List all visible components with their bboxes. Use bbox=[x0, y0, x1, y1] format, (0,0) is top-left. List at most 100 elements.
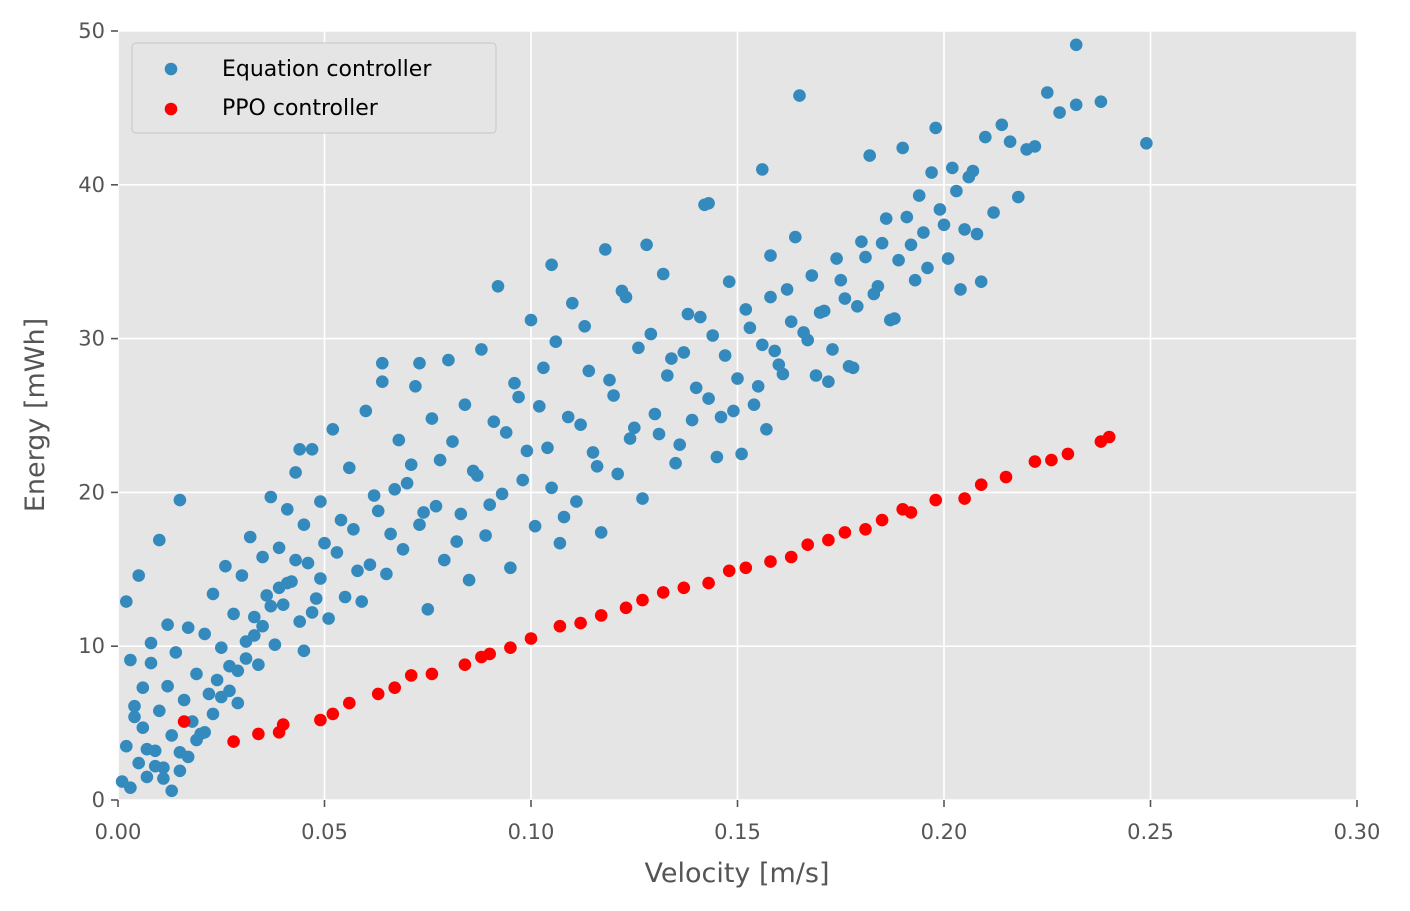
equation-controller-point bbox=[314, 572, 327, 585]
equation-controller-point bbox=[722, 275, 736, 289]
ppo-controller-point bbox=[958, 492, 971, 505]
equation-controller-point bbox=[289, 553, 302, 567]
equation-controller-point bbox=[896, 141, 909, 155]
equation-controller-point bbox=[136, 721, 150, 734]
equation-controller-point bbox=[297, 644, 311, 658]
equation-controller-point bbox=[694, 310, 707, 324]
equation-controller-point bbox=[136, 681, 150, 694]
equation-controller-point bbox=[714, 410, 728, 424]
equation-controller-point bbox=[153, 533, 166, 547]
equation-controller-point bbox=[570, 495, 583, 508]
equation-controller-point bbox=[355, 595, 369, 608]
equation-controller-point bbox=[305, 606, 319, 619]
equation-controller-point bbox=[314, 495, 327, 508]
equation-controller-point bbox=[941, 252, 955, 265]
equation-controller-point bbox=[404, 458, 418, 472]
ppo-controller-point bbox=[929, 493, 942, 507]
equation-controller-point bbox=[636, 492, 649, 505]
equation-controller-point bbox=[987, 206, 1000, 219]
equation-controller-point bbox=[768, 344, 781, 358]
equation-controller-point bbox=[264, 599, 278, 613]
equation-controller-point bbox=[231, 696, 245, 710]
equation-controller-point bbox=[727, 404, 740, 418]
equation-controller-point bbox=[421, 603, 435, 616]
ppo-controller-point bbox=[1102, 430, 1116, 444]
equation-controller-point bbox=[661, 369, 674, 382]
equation-controller-point bbox=[124, 653, 137, 667]
ppo-controller-point bbox=[677, 581, 691, 595]
ppo-controller-point bbox=[227, 735, 240, 748]
equation-controller-point bbox=[900, 210, 914, 224]
equation-controller-point bbox=[995, 118, 1009, 132]
equation-controller-point bbox=[442, 353, 455, 367]
equation-controller-point bbox=[966, 164, 980, 178]
equation-controller-point bbox=[181, 621, 195, 634]
ppo-controller-point bbox=[904, 506, 918, 519]
equation-controller-point bbox=[297, 518, 311, 531]
equation-controller-point bbox=[1069, 98, 1083, 112]
equation-controller-point bbox=[384, 527, 397, 541]
equation-controller-point bbox=[863, 149, 876, 162]
ppo-controller-point bbox=[801, 538, 814, 551]
equation-controller-point bbox=[541, 441, 554, 455]
equation-controller-point bbox=[537, 361, 550, 375]
equation-controller-point bbox=[198, 726, 211, 739]
equation-controller-point bbox=[590, 460, 604, 473]
x-tick-label: 0.00 bbox=[95, 820, 142, 844]
ppo-controller-point bbox=[656, 586, 670, 599]
equation-controller-point bbox=[879, 212, 893, 225]
equation-controller-point bbox=[144, 636, 158, 650]
equation-controller-point bbox=[318, 536, 331, 550]
equation-controller-point bbox=[842, 360, 856, 373]
equation-controller-point bbox=[718, 349, 732, 362]
equation-controller-point bbox=[925, 166, 938, 179]
ppo-controller-point bbox=[784, 550, 798, 564]
ppo-controller-point bbox=[619, 601, 633, 615]
equation-controller-point bbox=[607, 389, 620, 402]
equation-controller-point bbox=[491, 280, 505, 293]
y-tick-labels: 0 10 20 30 40 50 bbox=[78, 19, 105, 812]
equation-controller-point bbox=[471, 469, 484, 482]
equation-controller-point bbox=[669, 456, 682, 470]
legend-marker-equation-controller bbox=[164, 62, 178, 76]
equation-controller-point bbox=[826, 343, 839, 356]
equation-controller-point bbox=[363, 558, 377, 571]
equation-controller-point bbox=[256, 619, 269, 633]
equation-controller-point bbox=[190, 667, 203, 681]
equation-controller-point bbox=[619, 290, 633, 304]
equation-controller-point bbox=[533, 400, 546, 413]
equation-controller-point bbox=[780, 283, 794, 296]
ppo-controller-point bbox=[574, 616, 587, 630]
equation-controller-point bbox=[140, 770, 154, 784]
equation-controller-point bbox=[578, 320, 591, 333]
equation-controller-point bbox=[677, 346, 691, 359]
equation-controller-point bbox=[334, 513, 348, 527]
equation-controller-point bbox=[260, 589, 274, 602]
x-tick-label: 0.15 bbox=[714, 820, 761, 844]
equation-controller-point bbox=[400, 476, 414, 490]
equation-controller-point bbox=[223, 684, 236, 698]
ppo-controller-point bbox=[504, 641, 517, 654]
equation-controller-point bbox=[1094, 95, 1108, 108]
legend-box bbox=[131, 42, 497, 134]
equation-controller-point bbox=[413, 518, 426, 531]
equation-controller-point bbox=[801, 333, 814, 347]
equation-controller-point bbox=[974, 275, 988, 289]
equation-controller-point bbox=[561, 410, 575, 424]
equation-controller-point bbox=[140, 742, 154, 756]
equation-controller-point bbox=[153, 704, 166, 718]
equation-controller-point bbox=[805, 269, 819, 282]
ppo-controller-point bbox=[1028, 455, 1042, 468]
equation-controller-point bbox=[256, 550, 269, 564]
ppo-controller-point bbox=[636, 593, 649, 607]
x-tick-label: 0.05 bbox=[301, 820, 348, 844]
x-tick-labels: 0.00 0.05 0.10 0.15 0.20 0.25 0.30 bbox=[95, 820, 1381, 844]
equation-controller-point bbox=[409, 380, 422, 393]
equation-controller-point bbox=[351, 564, 364, 578]
equation-controller-point bbox=[731, 372, 744, 385]
y-tick-label: 30 bbox=[78, 327, 105, 351]
ppo-controller-point bbox=[343, 696, 356, 710]
equation-controller-point bbox=[528, 519, 542, 533]
equation-controller-point bbox=[929, 121, 942, 135]
x-tick-label: 0.25 bbox=[1127, 820, 1174, 844]
